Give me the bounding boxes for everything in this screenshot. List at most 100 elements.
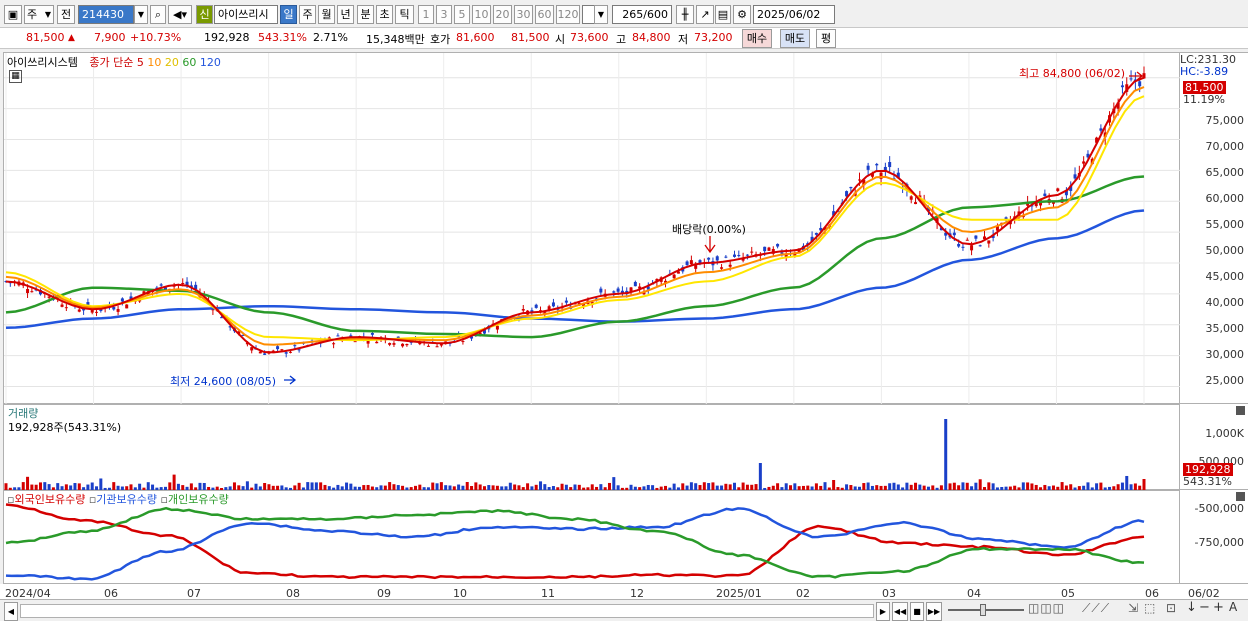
scroll-right-icon[interactable]: ▶ xyxy=(876,602,890,621)
volume-bar xyxy=(543,484,547,491)
search-icon[interactable]: ⌕ xyxy=(150,5,166,24)
volume-bar xyxy=(237,485,241,491)
prev-button[interactable]: 전 xyxy=(57,5,75,24)
volume-bar xyxy=(301,487,305,491)
gear-icon[interactable]: ⚙ xyxy=(733,5,751,24)
stop-icon[interactable]: ■ xyxy=(910,602,924,621)
x-tick: 04 xyxy=(967,587,981,600)
zoom-slider-track[interactable] xyxy=(948,609,1024,611)
current-pct-tag: 11.19% xyxy=(1183,93,1225,106)
period-tick[interactable]: 틱 xyxy=(395,5,414,24)
low-label: 저 xyxy=(678,33,689,46)
zoom-in-icon[interactable]: + xyxy=(1213,600,1224,615)
sell-button[interactable]: 매도 xyxy=(780,29,810,48)
candle-body xyxy=(366,340,370,344)
count-field[interactable]: 265/600 xyxy=(612,5,672,24)
volume-bar xyxy=(922,485,926,491)
period-minute[interactable]: 분 xyxy=(357,5,374,24)
volume-bar xyxy=(849,485,853,491)
zoom-out-icon[interactable]: − xyxy=(1199,600,1210,615)
volume-bar xyxy=(646,484,650,491)
fit-icon[interactable]: ⇲ xyxy=(1128,601,1139,615)
date-input[interactable]: 2025/06/02 xyxy=(753,5,835,24)
view-icon[interactable]: ⊡ xyxy=(1166,601,1177,615)
volume-bar xyxy=(34,484,38,491)
volume-bar xyxy=(909,484,913,491)
tick-120[interactable]: 120 xyxy=(556,5,580,24)
tick-3[interactable]: 3 xyxy=(436,5,452,24)
volume-bar xyxy=(530,486,534,491)
fast-forward-icon[interactable]: ▶▶ xyxy=(926,602,942,621)
layout-icons[interactable]: ◫◫◫ xyxy=(1028,601,1066,615)
tick-60[interactable]: 60 xyxy=(535,5,554,24)
candle-body xyxy=(616,288,620,292)
lc-label: LC:231.30 xyxy=(1180,53,1237,66)
panel-close-icon[interactable] xyxy=(1236,406,1245,415)
tick-30[interactable]: 30 xyxy=(514,5,533,24)
candle-body xyxy=(883,166,887,172)
font-size-icon[interactable]: A xyxy=(1229,600,1238,614)
candle-body xyxy=(375,341,379,344)
market-select[interactable]: 주 ▼ xyxy=(24,5,54,24)
low-arrow-icon xyxy=(284,375,297,385)
holdings-panel[interactable]: ▫외국인보유수량 ▫기관보유수량 ▫개인보유수량 xyxy=(3,490,1180,584)
panel-table-icon[interactable]: ▦ xyxy=(9,70,22,83)
volume-bar xyxy=(931,485,935,491)
price-panel[interactable]: 아이쓰리시스템 종가 단순 5 10 20 60 120 ▦ 최고 84,800… xyxy=(3,52,1181,405)
tick-20[interactable]: 20 xyxy=(493,5,512,24)
candle-body xyxy=(763,246,767,252)
x-tick: 12 xyxy=(630,587,644,600)
volume-bar xyxy=(1073,487,1077,491)
volume-bar xyxy=(1082,485,1086,491)
zoom-slider-handle[interactable] xyxy=(980,604,986,616)
select-icon[interactable]: ⬚ xyxy=(1144,601,1156,615)
period-month[interactable]: 월 xyxy=(318,5,335,24)
candle-body xyxy=(629,287,633,292)
scrollbar-track[interactable] xyxy=(20,604,874,618)
volume-panel[interactable]: 거래량 192,928주(543.31%) xyxy=(3,404,1180,491)
price-value: 81,500 xyxy=(26,31,65,44)
volume-bar xyxy=(1030,483,1034,491)
code-input[interactable]: 214430 xyxy=(78,5,134,24)
candle-body xyxy=(776,243,780,247)
tick-1[interactable]: 1 xyxy=(418,5,434,24)
volume-bar xyxy=(232,482,236,491)
y-tick: 55,000 xyxy=(1205,218,1245,231)
new-badge[interactable]: 신 xyxy=(196,5,213,24)
candle-icon[interactable]: ╫ xyxy=(676,5,694,24)
tick-5[interactable]: 5 xyxy=(454,5,470,24)
period-second[interactable]: 초 xyxy=(376,5,393,24)
rewind-icon[interactable]: ◀◀ xyxy=(892,602,908,621)
volume-bar xyxy=(444,485,448,491)
volume-bar xyxy=(642,486,646,491)
buy-button[interactable]: 매수 xyxy=(742,29,772,48)
period-week[interactable]: 주 xyxy=(299,5,316,24)
speaker-icon[interactable]: ◀▾ xyxy=(168,5,192,24)
candle-body xyxy=(138,300,142,302)
code-dropdown-icon[interactable]: ▼ xyxy=(134,5,148,24)
scroll-left-icon[interactable]: ◀ xyxy=(4,602,18,621)
candle-body xyxy=(228,326,232,328)
stock-name-field[interactable]: 아이쓰리시 xyxy=(214,5,278,24)
eval-button[interactable]: 평 xyxy=(816,29,836,48)
candle-body xyxy=(77,309,81,312)
volume-bar xyxy=(1056,486,1060,491)
candle-body xyxy=(353,341,357,343)
volume-bar xyxy=(323,484,327,491)
save-icon[interactable]: ▤ xyxy=(715,5,731,24)
volume-bar xyxy=(595,486,599,491)
ma-20-line xyxy=(5,95,1145,342)
arrow-down-icon[interactable]: ↓ xyxy=(1186,600,1197,615)
volume-bar xyxy=(1047,486,1051,491)
tick-10[interactable]: 10 xyxy=(472,5,491,24)
screen-icon[interactable]: ▣ xyxy=(4,5,22,24)
volume-bar xyxy=(357,486,361,491)
draw-tool-icon[interactable]: ↗ xyxy=(696,5,714,24)
volume-bar xyxy=(38,482,42,491)
custom-tick-dropdown-icon[interactable]: ▼ xyxy=(594,5,608,24)
change-value: 7,900 xyxy=(94,31,126,44)
panel-close-icon[interactable] xyxy=(1236,492,1245,501)
draw-tools-icons[interactable]: ⟋⟋⟋ xyxy=(1082,601,1111,615)
period-year[interactable]: 년 xyxy=(337,5,354,24)
period-day[interactable]: 일 xyxy=(280,5,297,24)
